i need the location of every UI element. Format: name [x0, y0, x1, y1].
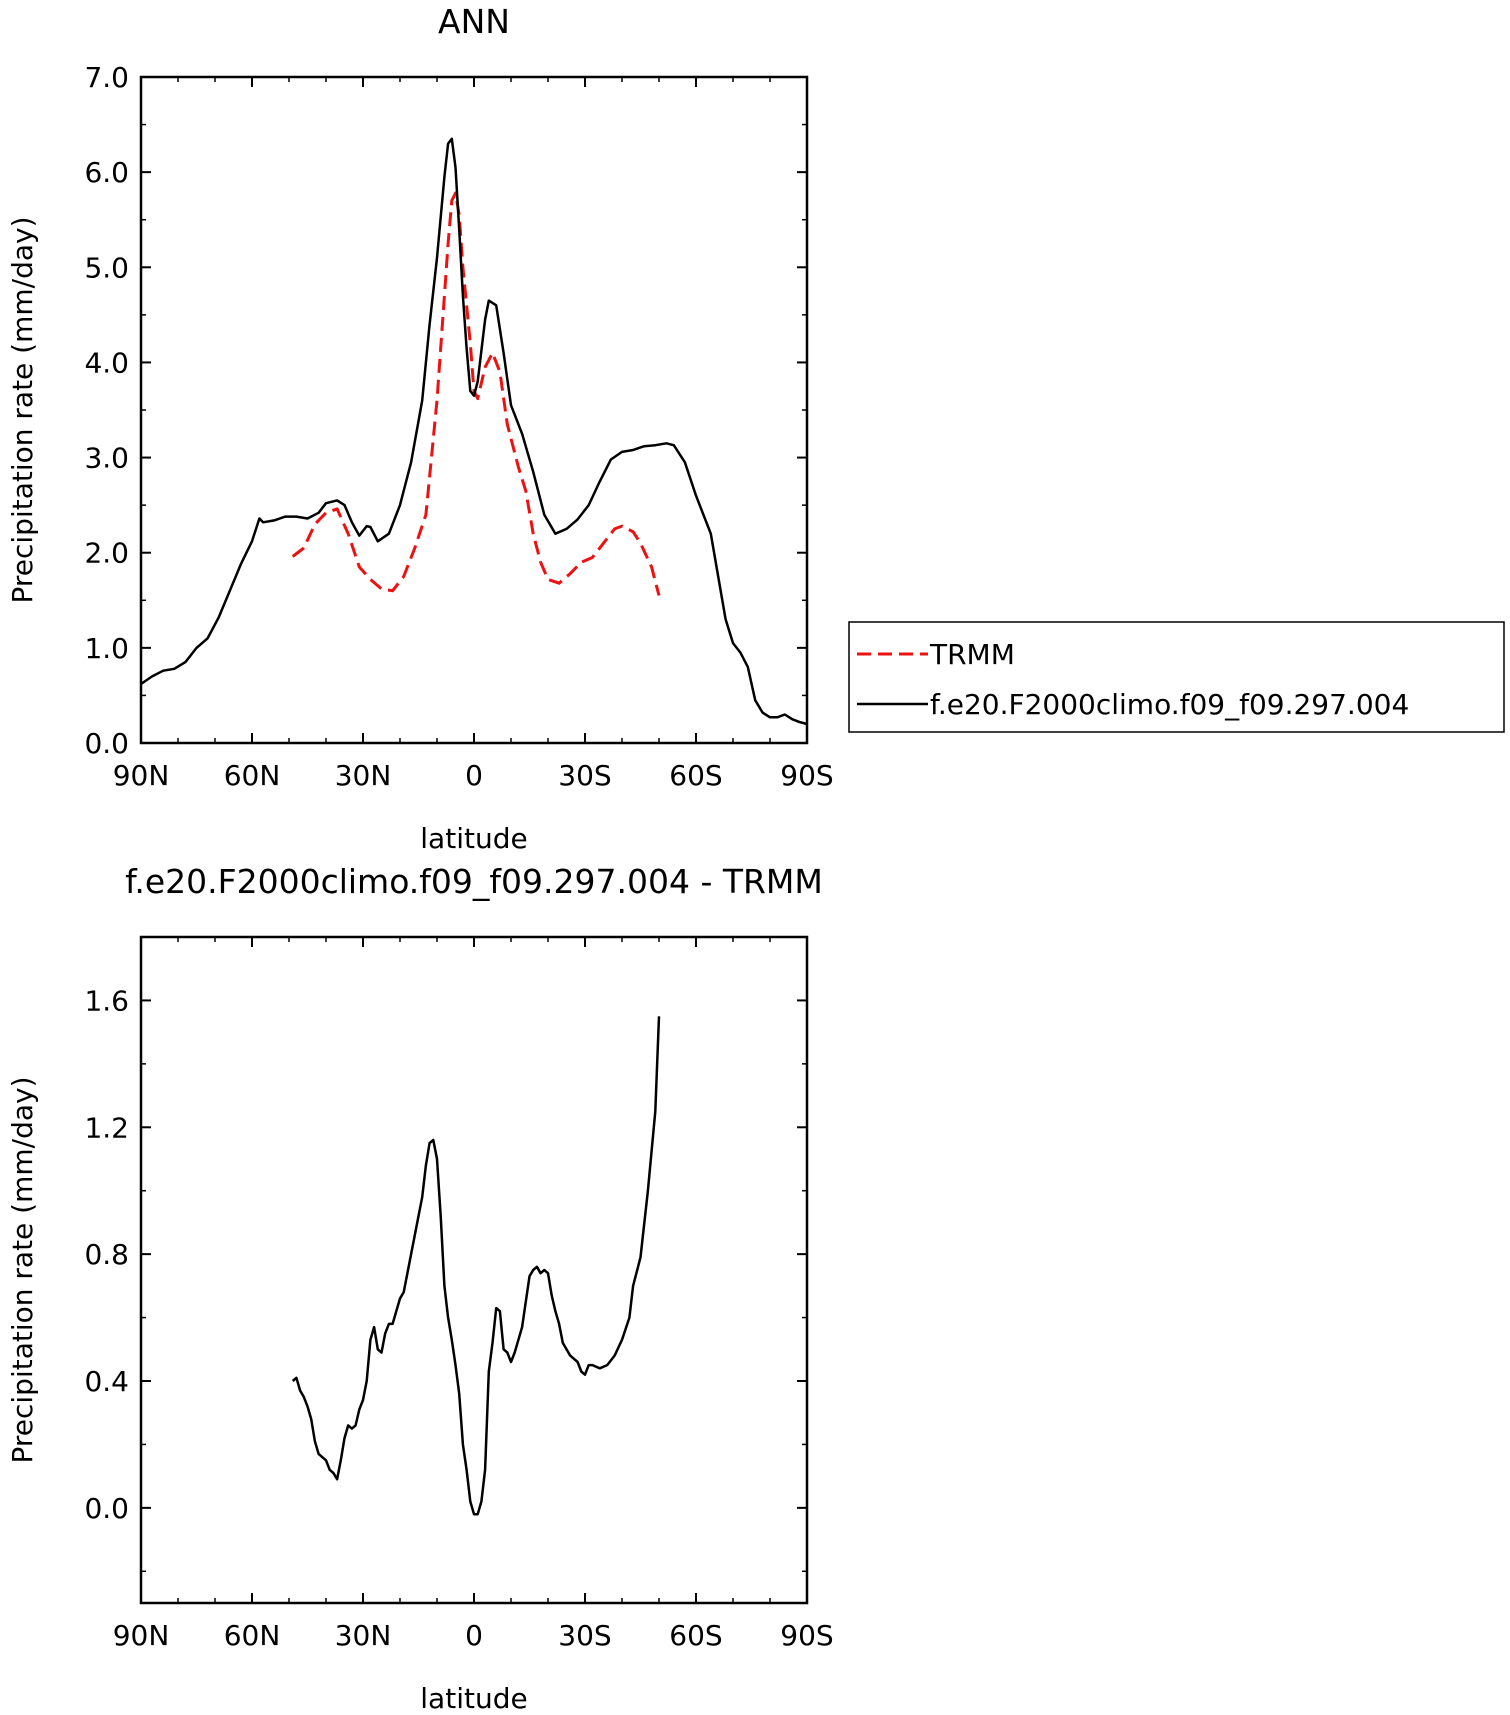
legend-label-trmm: TRMM	[929, 638, 1015, 671]
bottom-x-tick-label: 30S	[558, 1619, 611, 1652]
top-x-tick-label: 90S	[780, 759, 833, 792]
top-y-tick-label: 0.0	[84, 727, 129, 760]
bottom-y-tick-label: 0.8	[84, 1238, 129, 1271]
top-y-tick-label: 2.0	[84, 537, 129, 570]
top-x-tick-label: 60N	[224, 759, 281, 792]
top-panel: ANN 90N 60N 30N 0 30S 60S 90S 0.0 1.0 2.0 3.0 4.0 5.…	[6, 2, 1505, 855]
bottom-x-tick-label: 60S	[669, 1619, 722, 1652]
bottom-y-tick-label: 0.4	[84, 1365, 129, 1398]
top-y-axis-label: Precipitation rate (mm/day)	[6, 216, 39, 603]
top-x-tick-label: 60S	[669, 759, 722, 792]
bottom-x-tick-label: 0	[465, 1619, 483, 1652]
bottom-y-axis-label: Precipitation rate (mm/day)	[6, 1076, 39, 1463]
top-y-tick-label: 4.0	[84, 346, 129, 379]
bottom-x-axis-label: latitude	[420, 1682, 527, 1715]
bottom-x-tick-label: 30N	[335, 1619, 392, 1652]
top-x-tick-label: 90N	[113, 759, 170, 792]
legend-label-model: f.e20.F2000climo.f09_f09.297.004	[930, 688, 1409, 721]
bottom-x-tick-label: 90S	[780, 1619, 833, 1652]
bottom-plot-frame	[139, 935, 809, 1605]
bottom-x-tick-label: 90N	[113, 1619, 170, 1652]
top-series-line-1	[140, 137, 808, 726]
top-title: ANN	[438, 2, 510, 41]
top-y-tick-label: 5.0	[84, 251, 129, 284]
top-x-tick-label: 0	[465, 759, 483, 792]
top-y-tick-label: 3.0	[84, 442, 129, 475]
top-y-tick-label: 7.0	[84, 61, 129, 94]
bottom-title: f.e20.F2000climo.f09_f09.297.004 - TRMM	[125, 862, 823, 901]
top-x-tick-label: 30N	[335, 759, 392, 792]
bottom-x-tick-label: 60N	[224, 1619, 281, 1652]
legend-box	[848, 621, 1505, 733]
top-x-tick-label: 30S	[558, 759, 611, 792]
top-series-line-0	[291, 191, 661, 596]
bottom-y-tick-label: 0.0	[84, 1492, 129, 1525]
bottom-y-tick-label: 1.2	[84, 1111, 129, 1144]
top-plot-frame	[139, 75, 809, 745]
bottom-panel: f.e20.F2000climo.f09_f09.297.004 - TRMM …	[6, 862, 834, 1715]
bottom-y-tick-label: 1.6	[84, 984, 129, 1017]
top-y-tick-label: 1.0	[84, 632, 129, 665]
top-y-tick-label: 6.0	[84, 156, 129, 189]
top-x-axis-label: latitude	[420, 822, 527, 855]
bottom-series-line-0	[291, 1016, 661, 1516]
